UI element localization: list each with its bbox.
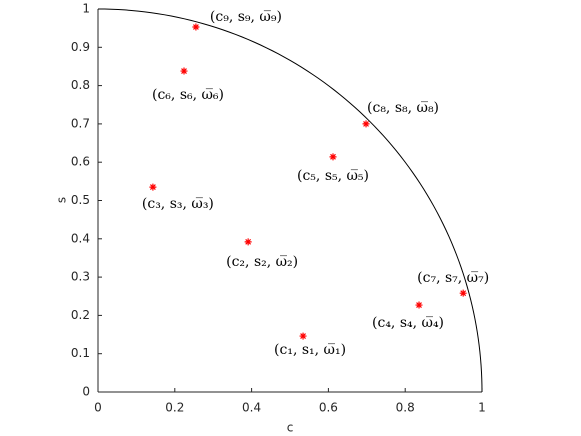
point-label: (c₇, s₇, ω̅₇) [417, 270, 489, 286]
point [180, 67, 188, 75]
point-label: (c₈, s₈, ω̅₈) [367, 100, 439, 116]
y-tick-label: 0.6 [71, 155, 90, 169]
y-tick-label: 0.7 [71, 116, 90, 130]
x-axis-label: c [287, 421, 294, 435]
point [362, 120, 370, 128]
point-label: (c₆, s₆, ω̅₆) [152, 87, 224, 103]
x-tick-label: 0.6 [319, 401, 338, 415]
y-axis-label: s [55, 197, 69, 203]
y-tick-label: 0.4 [71, 231, 90, 245]
point-label: (c₁, s₁, ω̅₁) [274, 342, 346, 358]
unit-circle [97, 8, 483, 393]
point-label: (c₂, s₂, ω̅₂) [226, 254, 298, 270]
y-tick-label: 0 [82, 385, 90, 399]
x-tick-label: 0 [94, 401, 102, 415]
point-label: (c₃, s₃, ω̅₃) [142, 196, 214, 212]
point [299, 332, 307, 340]
x-tick-label: 0.8 [396, 401, 415, 415]
y-tick-label: 0.2 [71, 308, 90, 322]
y-tick-label: 0.5 [71, 193, 90, 207]
point [192, 23, 200, 31]
x-tick-label: 0.4 [242, 401, 261, 415]
y-tick-label: 1 [82, 2, 90, 16]
y-tick-label: 0.3 [71, 270, 90, 284]
x-tick-label: 1 [478, 401, 486, 415]
y-tick-label: 0.8 [71, 78, 90, 92]
point-label: (c₄, s₄, ω̅₄) [372, 315, 444, 331]
point-label: (c₉, s₉, ω̅₉) [210, 9, 282, 25]
point [459, 289, 467, 297]
y-tick-label: 0.9 [71, 40, 90, 54]
point [244, 238, 252, 246]
point [149, 183, 157, 191]
x-tick-label: 0.2 [165, 401, 184, 415]
point [415, 301, 423, 309]
point-label: (c₅, s₅, ω̅₅) [297, 168, 369, 184]
y-tick-label: 0.1 [71, 346, 90, 360]
point [329, 153, 337, 161]
